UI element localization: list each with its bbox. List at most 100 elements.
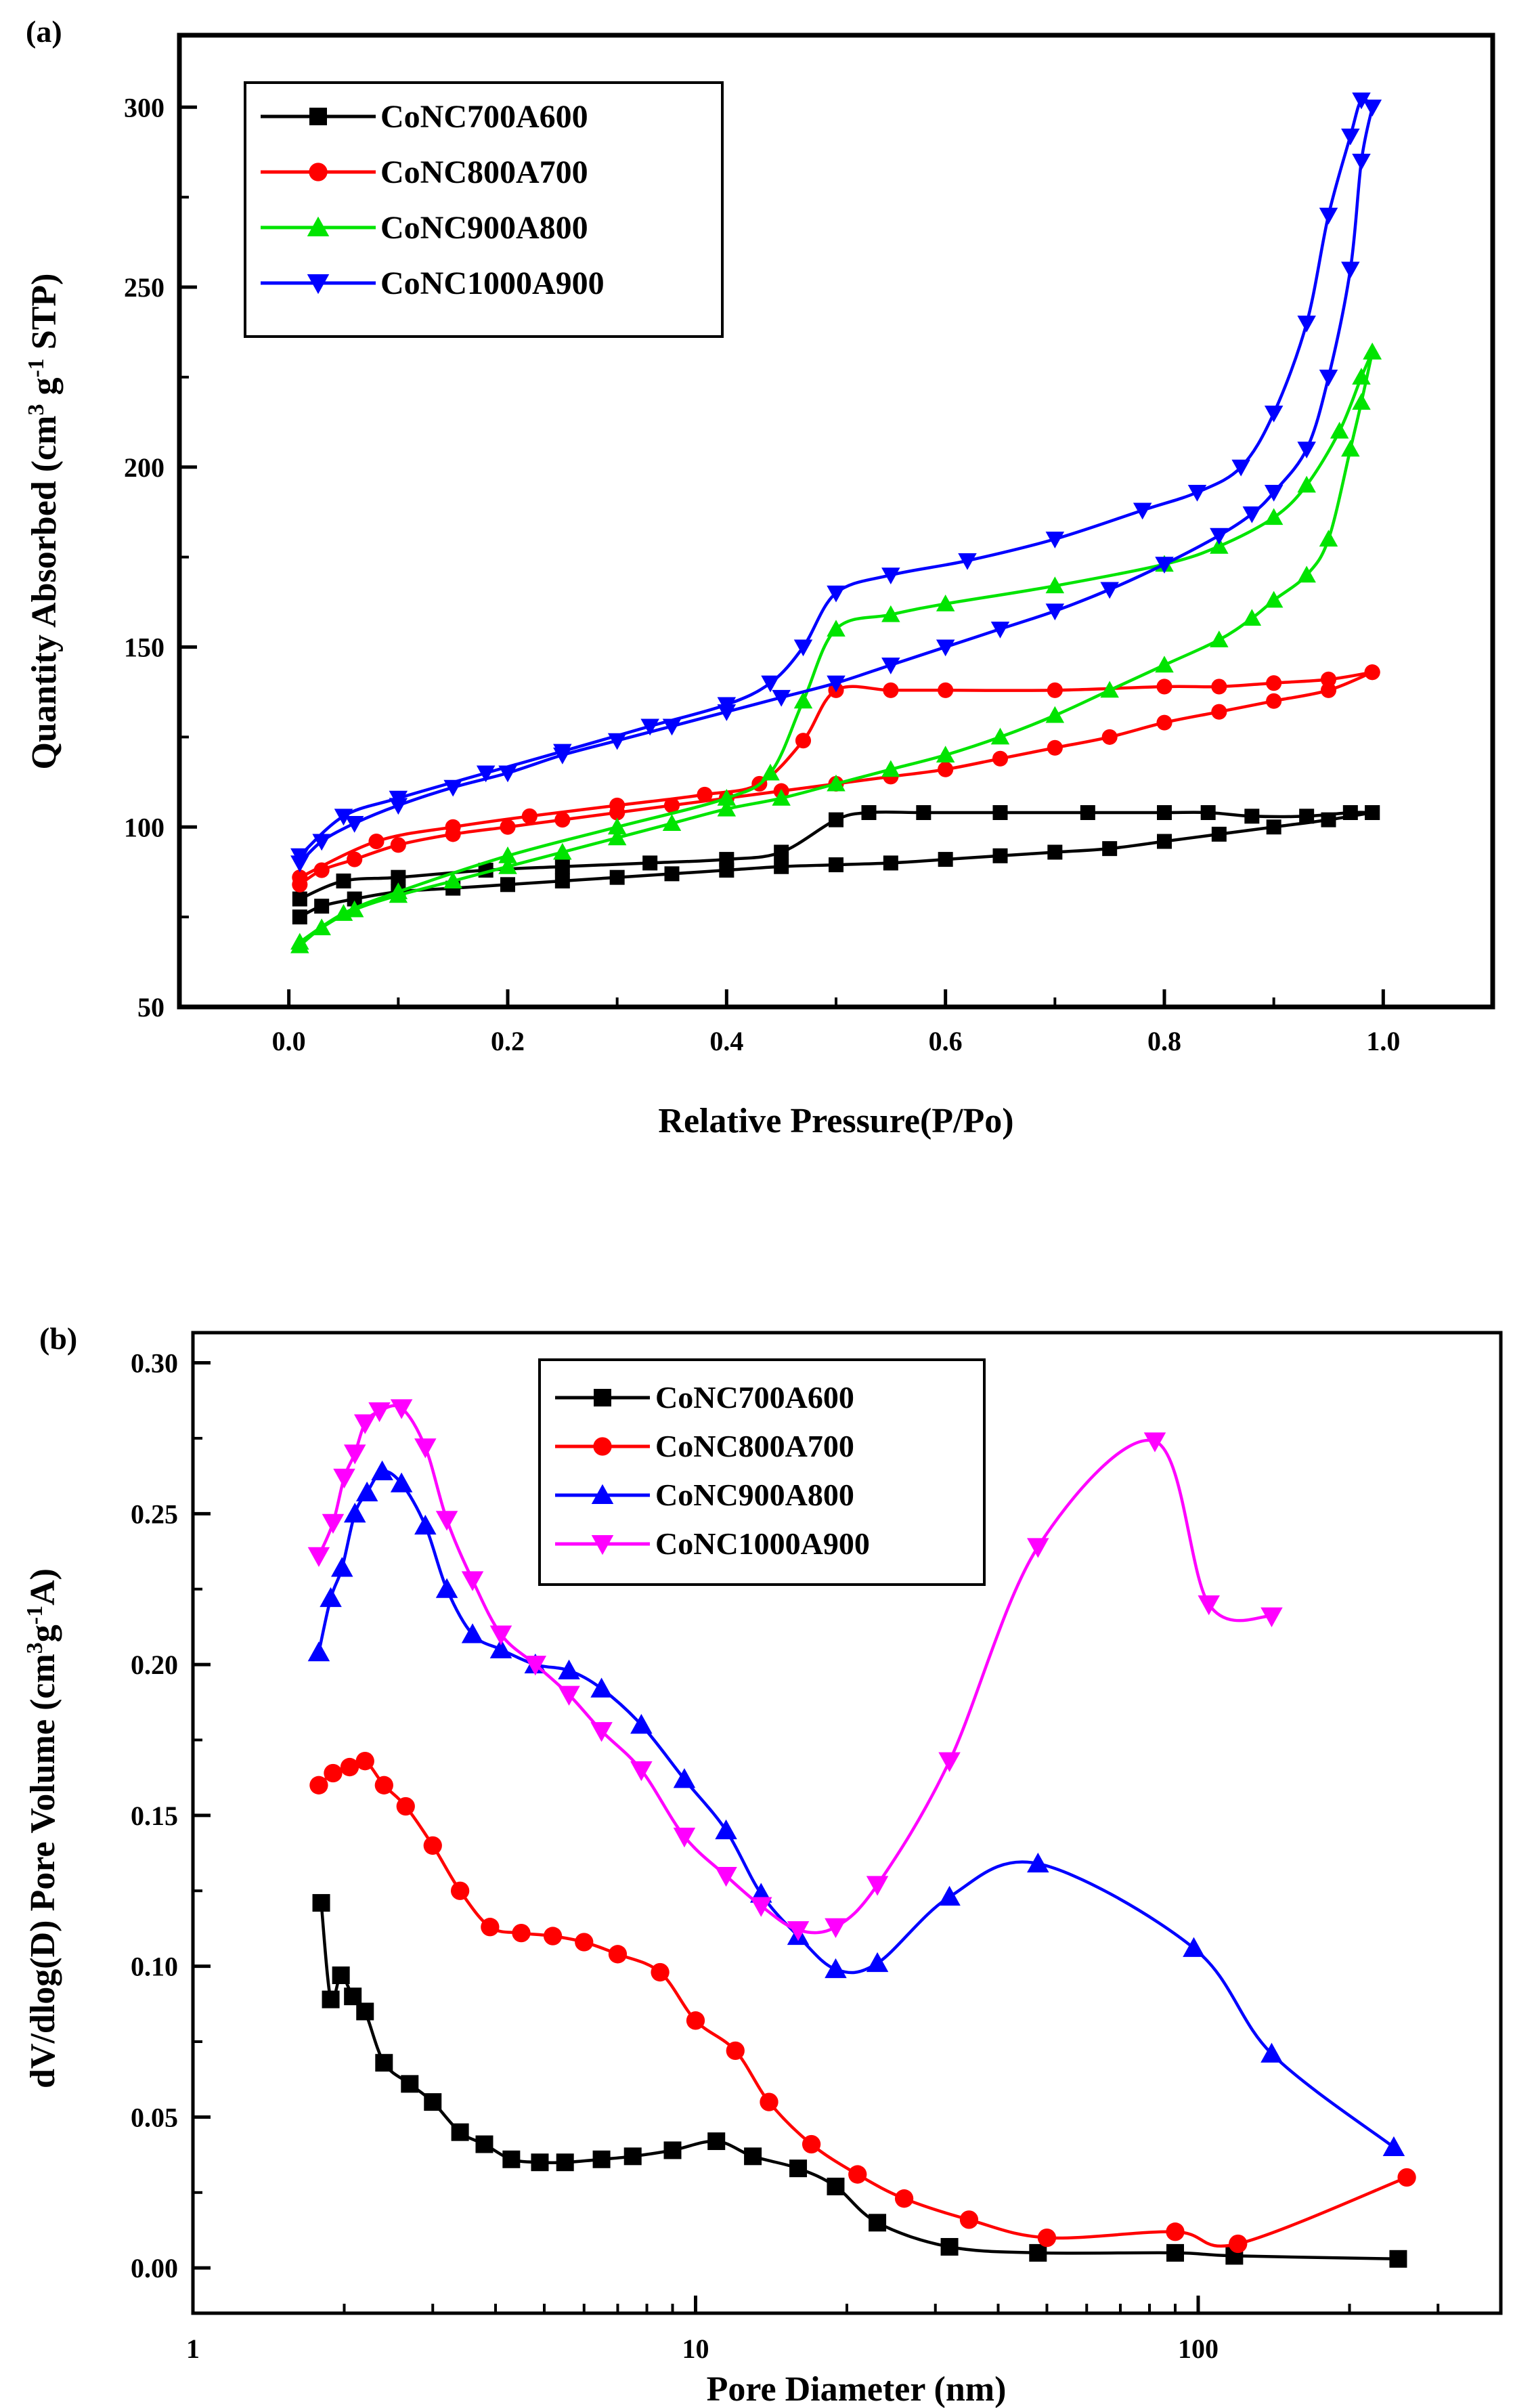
panel-a-data-point — [498, 846, 517, 863]
panel-b-label: (b) — [39, 1321, 77, 1356]
panel-b-data-point — [371, 1460, 393, 1480]
panel-b-data-point — [512, 1923, 531, 1943]
panel-a-data-point — [881, 605, 900, 622]
panel-a-data-point — [774, 859, 789, 874]
panel-b-data-point — [686, 2011, 705, 2030]
panel-a-data-point — [389, 882, 408, 899]
panel-b-data-point — [663, 2141, 682, 2159]
panel-a-data-point — [1364, 664, 1380, 681]
panel-b-data-point — [324, 1763, 343, 1783]
panel-a-data-point — [1266, 675, 1282, 691]
panel-b-data-point — [894, 2189, 914, 2208]
panel-a-data-point — [697, 786, 713, 802]
panel-a-adsorption-line — [299, 106, 1374, 865]
panel-a-data-point — [1156, 714, 1172, 731]
panel-b-data-point — [461, 1623, 484, 1643]
panel-a: (a) 0.0 0.2 0.4 0.6 0.8 1.050100150200250300 … — [24, 14, 1495, 1140]
panel-a-data-point — [938, 761, 954, 777]
panel-a-data-point — [1187, 484, 1207, 502]
panel-a-data-point — [1297, 442, 1316, 458]
panel-b-data-point — [475, 2135, 494, 2153]
panel-b-data-point — [940, 2237, 959, 2256]
panel-b-data-point — [787, 1921, 810, 1941]
panel-b: (b) 1 10 100 0.00 0.05 0.10 0.15 0.20 0.25 0.30 P… — [22, 1321, 1503, 2408]
panel-b-ylabel-part2: g — [24, 1625, 62, 1642]
panel-b-data-point — [322, 1513, 345, 1534]
panel-a-data-point — [290, 848, 309, 865]
panel-a-data-point — [609, 869, 625, 885]
panel-a-data-point — [292, 869, 308, 886]
panel-b-data-point — [322, 1990, 340, 2008]
panel-a-data-point — [1352, 92, 1371, 110]
panel-a-data-point — [640, 718, 659, 736]
panel-a-data-point — [1264, 590, 1284, 608]
panel-b-data-point — [424, 2093, 442, 2111]
panel-a-series-CoNC1000A900 — [290, 92, 1382, 873]
panel-b-y-tick-label: 0.00 — [131, 2253, 178, 2283]
panel-b-data-point — [396, 1797, 415, 1816]
panel-a-data-point — [992, 805, 1008, 820]
panel-a-data-point — [861, 805, 877, 820]
panel-a-data-point — [313, 862, 330, 878]
panel-a-data-point — [1363, 100, 1382, 117]
panel-a-data-point — [1156, 679, 1172, 695]
panel-b-data-point — [1027, 1852, 1049, 1873]
panel-a-y-tick-label: 250 — [124, 272, 165, 303]
panel-a-ylabel-sup2: -1 — [24, 358, 49, 377]
panel-a-data-point — [1047, 844, 1063, 860]
panel-b-data-point — [502, 2150, 521, 2168]
panel-a-data-point — [521, 808, 538, 824]
panel-a-data-point — [476, 765, 496, 783]
panel-a-legend-marker — [309, 108, 327, 125]
panel-a-data-point — [1100, 681, 1119, 698]
panel-a-x-tick-label: 1.0 — [1366, 1026, 1400, 1056]
panel-b-data-point — [651, 1962, 670, 1982]
panel-a-data-point — [1341, 128, 1360, 146]
panel-b-data-point — [556, 2153, 574, 2172]
panel-a-y-tick-label: 200 — [124, 452, 165, 483]
panel-a-data-point — [1319, 530, 1338, 547]
panel-a-data-point — [1211, 679, 1227, 695]
panel-b-data-point — [343, 1444, 366, 1465]
panel-a-data-point — [443, 872, 462, 888]
panel-a-data-point — [717, 697, 737, 714]
panel-b-data-point — [451, 2123, 469, 2141]
panel-a-data-point — [1045, 576, 1065, 594]
panel-a-data-point — [1352, 154, 1371, 171]
panel-b-legend-marker — [593, 1437, 612, 1456]
panel-b-data-point — [1027, 1538, 1049, 1558]
panel-b-data-point — [848, 2165, 867, 2184]
panel-a-ylabel-part1: Quantity Absorbed (cm — [25, 416, 64, 770]
panel-a-data-point — [1297, 475, 1316, 493]
panel-a-data-point — [881, 760, 900, 777]
panel-b-data-point — [1183, 1937, 1205, 1957]
panel-a-data-point — [827, 620, 846, 637]
panel-a-data-point — [1363, 342, 1382, 360]
panel-a-data-point — [1244, 809, 1260, 824]
panel-b-y-tick-label: 0.15 — [131, 1801, 178, 1831]
panel-a-data-point — [1155, 557, 1174, 574]
panel-a-data-point — [883, 682, 899, 698]
panel-a-data-point — [500, 819, 516, 835]
panel-a-data-point — [553, 842, 572, 860]
panel-a-data-point — [500, 877, 515, 893]
panel-a-data-point — [1319, 369, 1338, 387]
panel-a-data-point — [958, 553, 977, 570]
panel-b-data-point — [307, 1547, 330, 1567]
panel-a-data-point — [938, 682, 954, 698]
panel-a-data-point — [1133, 502, 1152, 520]
panel-a-data-point — [662, 814, 682, 831]
panel-b-data-point — [744, 2147, 762, 2166]
panel-a-data-point — [1047, 682, 1063, 698]
panel-a-data-point — [498, 765, 517, 783]
panel-b-data-point — [608, 1945, 628, 1964]
panel-b-data-point — [375, 2054, 393, 2072]
panel-b-x-tick-label: 100 — [1178, 2334, 1219, 2364]
panel-b-y-tick-label: 0.20 — [131, 1650, 178, 1680]
panel-a-data-point — [1264, 508, 1284, 525]
panel-a-x-tick-label: 0.8 — [1147, 1026, 1181, 1056]
panel-b-x-tick-label: 1 — [186, 2334, 200, 2364]
panel-a-data-point — [1210, 536, 1229, 554]
panel-a-data-point — [314, 899, 330, 914]
